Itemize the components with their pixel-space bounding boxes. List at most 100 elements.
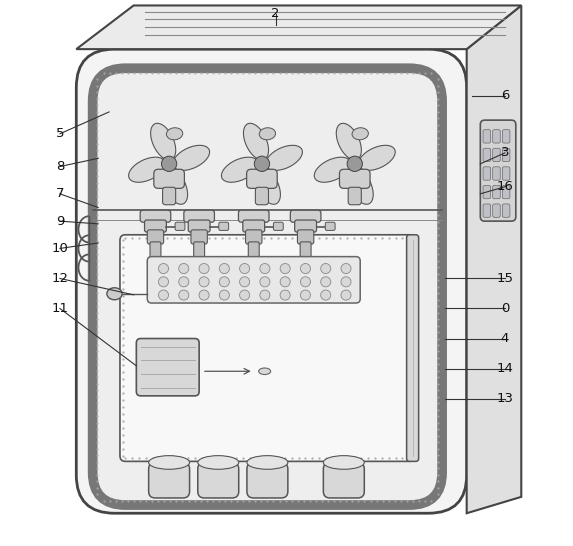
- Circle shape: [341, 277, 351, 287]
- FancyBboxPatch shape: [503, 204, 510, 217]
- FancyBboxPatch shape: [154, 169, 185, 188]
- Text: 8: 8: [56, 160, 64, 173]
- Circle shape: [341, 264, 351, 274]
- Text: 5: 5: [56, 127, 64, 140]
- Circle shape: [260, 290, 270, 300]
- FancyBboxPatch shape: [238, 210, 269, 222]
- FancyBboxPatch shape: [493, 130, 500, 143]
- Circle shape: [219, 277, 229, 287]
- FancyBboxPatch shape: [194, 242, 205, 258]
- Circle shape: [280, 264, 290, 274]
- FancyBboxPatch shape: [325, 222, 335, 230]
- Ellipse shape: [352, 128, 368, 140]
- Ellipse shape: [323, 455, 364, 470]
- Ellipse shape: [259, 128, 276, 140]
- FancyBboxPatch shape: [246, 230, 262, 244]
- Text: 3: 3: [501, 146, 509, 159]
- FancyBboxPatch shape: [503, 167, 510, 180]
- Text: 11: 11: [52, 302, 68, 315]
- FancyBboxPatch shape: [248, 242, 259, 258]
- Ellipse shape: [198, 455, 239, 470]
- Text: 7: 7: [56, 187, 64, 200]
- Circle shape: [240, 290, 250, 300]
- FancyBboxPatch shape: [480, 120, 516, 221]
- Ellipse shape: [244, 123, 269, 160]
- Circle shape: [321, 277, 331, 287]
- Ellipse shape: [258, 368, 270, 375]
- Circle shape: [347, 156, 362, 171]
- FancyBboxPatch shape: [184, 210, 214, 222]
- FancyBboxPatch shape: [323, 462, 364, 498]
- Text: 2: 2: [272, 7, 280, 20]
- Circle shape: [240, 264, 250, 274]
- FancyBboxPatch shape: [493, 204, 500, 217]
- FancyBboxPatch shape: [273, 222, 283, 230]
- Text: 0: 0: [501, 302, 509, 315]
- Ellipse shape: [107, 288, 122, 300]
- FancyBboxPatch shape: [136, 339, 199, 396]
- FancyBboxPatch shape: [295, 220, 316, 232]
- FancyBboxPatch shape: [503, 130, 510, 143]
- Circle shape: [199, 264, 209, 274]
- FancyBboxPatch shape: [191, 230, 207, 244]
- FancyBboxPatch shape: [120, 235, 415, 461]
- FancyBboxPatch shape: [219, 222, 229, 230]
- FancyBboxPatch shape: [493, 167, 500, 180]
- Ellipse shape: [151, 123, 176, 160]
- Circle shape: [179, 277, 189, 287]
- Ellipse shape: [148, 455, 190, 470]
- FancyBboxPatch shape: [483, 149, 490, 162]
- FancyBboxPatch shape: [339, 169, 370, 188]
- Circle shape: [300, 277, 311, 287]
- Circle shape: [280, 277, 290, 287]
- Circle shape: [199, 277, 209, 287]
- Ellipse shape: [266, 145, 303, 170]
- FancyBboxPatch shape: [247, 462, 288, 498]
- FancyBboxPatch shape: [348, 187, 362, 205]
- FancyBboxPatch shape: [483, 167, 490, 180]
- FancyBboxPatch shape: [76, 49, 466, 513]
- Text: 13: 13: [496, 392, 513, 405]
- FancyBboxPatch shape: [256, 187, 269, 205]
- Ellipse shape: [314, 157, 351, 182]
- FancyBboxPatch shape: [483, 130, 490, 143]
- Ellipse shape: [348, 168, 373, 204]
- FancyBboxPatch shape: [407, 235, 419, 461]
- Text: 14: 14: [496, 362, 513, 375]
- Ellipse shape: [128, 157, 165, 182]
- FancyBboxPatch shape: [148, 462, 190, 498]
- FancyBboxPatch shape: [246, 169, 277, 188]
- Circle shape: [260, 277, 270, 287]
- FancyBboxPatch shape: [163, 187, 176, 205]
- Ellipse shape: [247, 455, 288, 470]
- FancyBboxPatch shape: [483, 204, 490, 217]
- Polygon shape: [466, 5, 521, 513]
- Ellipse shape: [173, 145, 210, 170]
- FancyBboxPatch shape: [198, 462, 239, 498]
- Text: 16: 16: [496, 180, 513, 193]
- FancyBboxPatch shape: [291, 210, 321, 222]
- Circle shape: [179, 290, 189, 300]
- FancyBboxPatch shape: [144, 220, 166, 232]
- Circle shape: [300, 290, 311, 300]
- Circle shape: [300, 264, 311, 274]
- FancyBboxPatch shape: [300, 242, 311, 258]
- Text: 12: 12: [52, 272, 68, 285]
- Circle shape: [341, 290, 351, 300]
- Text: 6: 6: [501, 89, 509, 102]
- FancyBboxPatch shape: [493, 186, 500, 199]
- Polygon shape: [76, 5, 521, 49]
- Text: 9: 9: [56, 215, 64, 228]
- FancyBboxPatch shape: [243, 220, 265, 232]
- Circle shape: [321, 290, 331, 300]
- FancyBboxPatch shape: [147, 257, 360, 303]
- Ellipse shape: [166, 128, 183, 140]
- Circle shape: [219, 290, 229, 300]
- Circle shape: [159, 264, 168, 274]
- Circle shape: [179, 264, 189, 274]
- FancyBboxPatch shape: [93, 68, 442, 505]
- Circle shape: [162, 156, 176, 171]
- Circle shape: [260, 264, 270, 274]
- Text: 4: 4: [501, 332, 509, 345]
- FancyBboxPatch shape: [503, 149, 510, 162]
